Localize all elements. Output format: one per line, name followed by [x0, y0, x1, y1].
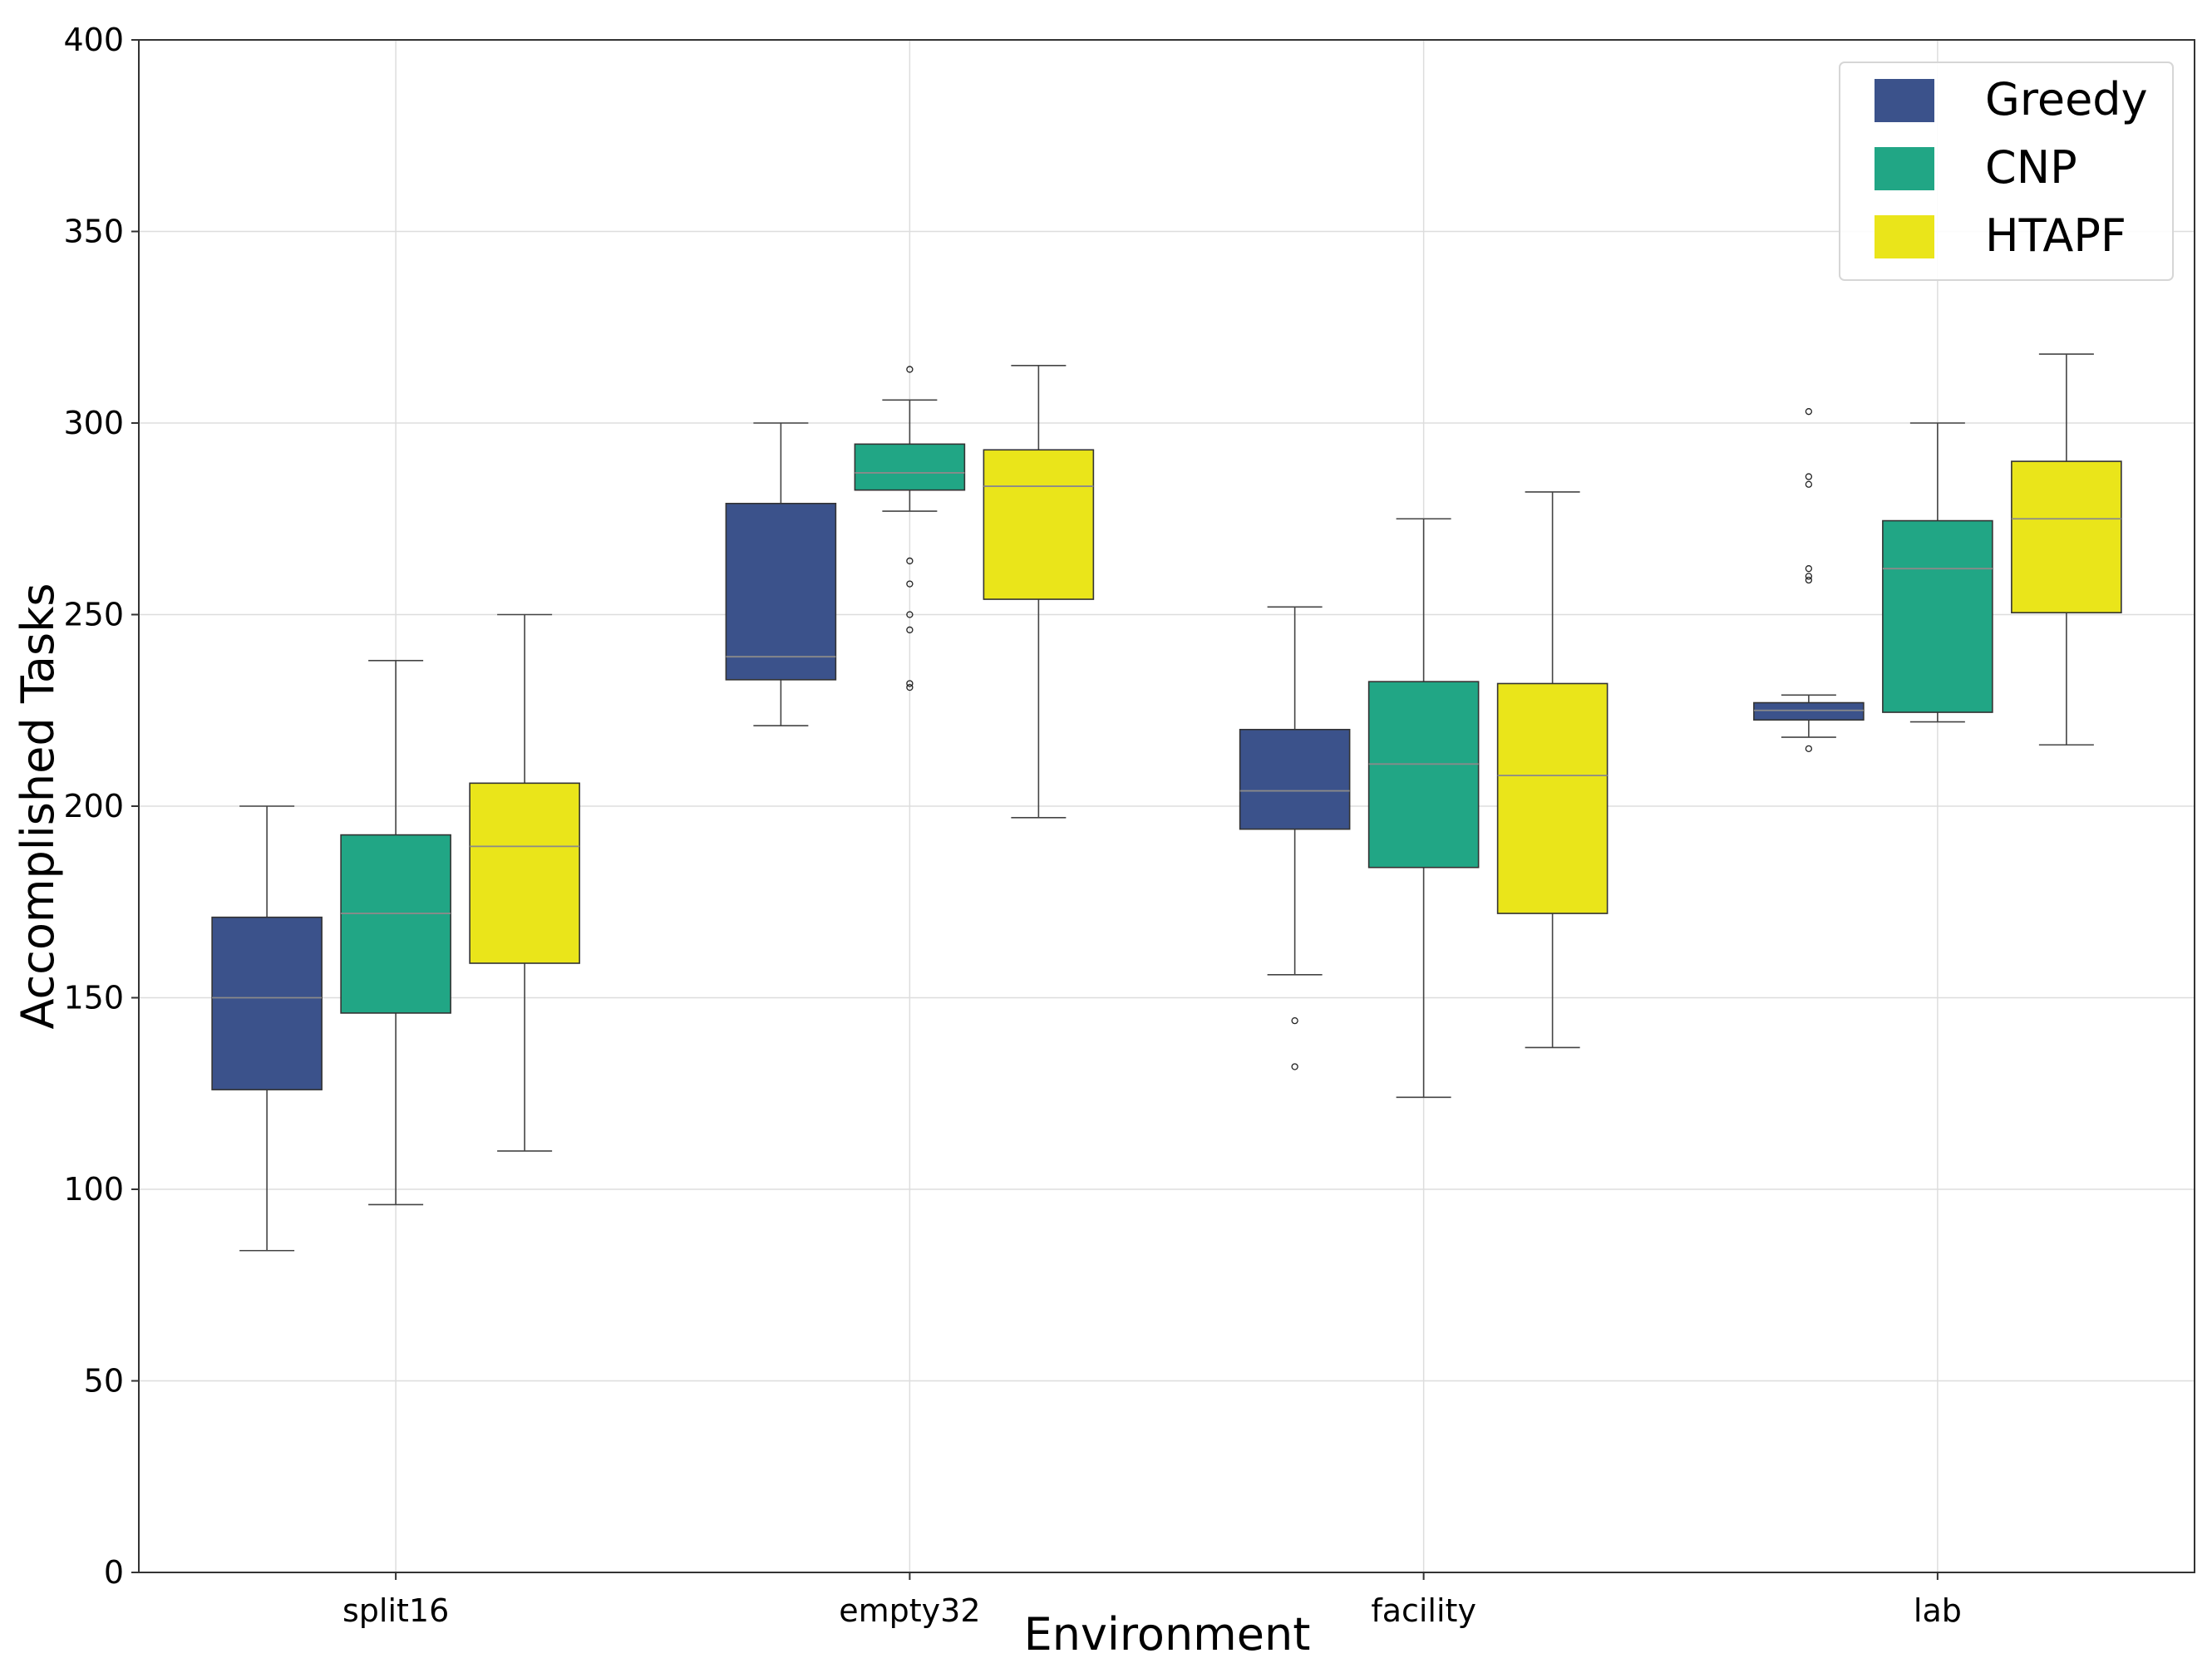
- outlier-point: [906, 580, 914, 588]
- outlier-point: [1805, 480, 1813, 488]
- y-tick-label: 300: [63, 405, 124, 441]
- box-iqr: [983, 449, 1095, 600]
- box-iqr: [1239, 728, 1351, 830]
- outlier-point: [1805, 745, 1813, 752]
- box-group: [1239, 606, 1351, 1070]
- box-group: [340, 660, 451, 1206]
- box-iqr: [340, 834, 451, 1014]
- axis-ticks: 0 50 100 150 200 250 300 350 400 split16 empty32 fa…: [63, 22, 1961, 1629]
- box-iqr: [725, 503, 837, 681]
- box-group: [725, 422, 837, 726]
- box-group: [983, 365, 1095, 819]
- box-iqr: [469, 782, 580, 964]
- y-tick-label: 350: [63, 214, 124, 250]
- outlier-point: [1805, 573, 1813, 580]
- box-group: [1882, 422, 1993, 723]
- box-iqr: [1496, 682, 1609, 914]
- box-iqr: [1753, 701, 1865, 721]
- outlier-point: [906, 611, 914, 618]
- box-iqr: [854, 443, 966, 491]
- outlier-point: [906, 680, 914, 687]
- outlier-point: [1805, 408, 1813, 416]
- box-iqr: [1367, 681, 1480, 868]
- x-tick-label: facility: [1371, 1592, 1476, 1629]
- box-group: [1496, 491, 1609, 1049]
- y-tick-label: 200: [63, 788, 124, 824]
- box-group: [2011, 353, 2122, 746]
- box-iqr: [211, 916, 323, 1090]
- legend-label: HTAPF: [1985, 209, 2126, 262]
- box-group: [1367, 518, 1480, 1099]
- box-group: [854, 366, 966, 691]
- y-axis-label: Accomplished Tasks: [12, 583, 64, 1030]
- legend-label: Greedy: [1985, 73, 2148, 125]
- legend: Greedy CNP HTAPF: [1839, 62, 2174, 281]
- y-tick-label: 400: [63, 22, 124, 58]
- legend-swatch: [1875, 215, 1934, 258]
- outlier-point: [906, 626, 914, 634]
- box-group: [469, 613, 580, 1152]
- x-axis-label: Environment: [1024, 1608, 1311, 1661]
- y-tick-label: 0: [104, 1554, 124, 1591]
- outlier-point: [1805, 473, 1813, 480]
- outlier-point: [1291, 1063, 1298, 1070]
- y-tick-label: 250: [63, 597, 124, 633]
- outlier-point: [906, 557, 914, 565]
- x-tick-label: lab: [1914, 1592, 1962, 1629]
- outlier-point: [906, 366, 914, 373]
- y-tick-label: 150: [63, 980, 124, 1016]
- outlier-point: [1805, 576, 1813, 584]
- y-tick-label: 50: [84, 1363, 124, 1400]
- x-tick-label: split16: [342, 1592, 449, 1629]
- outlier-point: [1291, 1017, 1298, 1025]
- box-series: [211, 353, 2122, 1252]
- legend-swatch: [1875, 79, 1934, 122]
- legend-swatch: [1875, 147, 1934, 190]
- box-iqr: [2011, 460, 2122, 613]
- outlier-point: [906, 683, 914, 691]
- box-group: [211, 805, 323, 1252]
- outlier-point: [1805, 565, 1813, 573]
- box-iqr: [1882, 519, 1993, 713]
- x-tick-label: empty32: [839, 1592, 980, 1629]
- box-group: [1753, 408, 1865, 752]
- legend-label: CNP: [1985, 141, 2077, 194]
- y-tick-label: 100: [63, 1171, 124, 1208]
